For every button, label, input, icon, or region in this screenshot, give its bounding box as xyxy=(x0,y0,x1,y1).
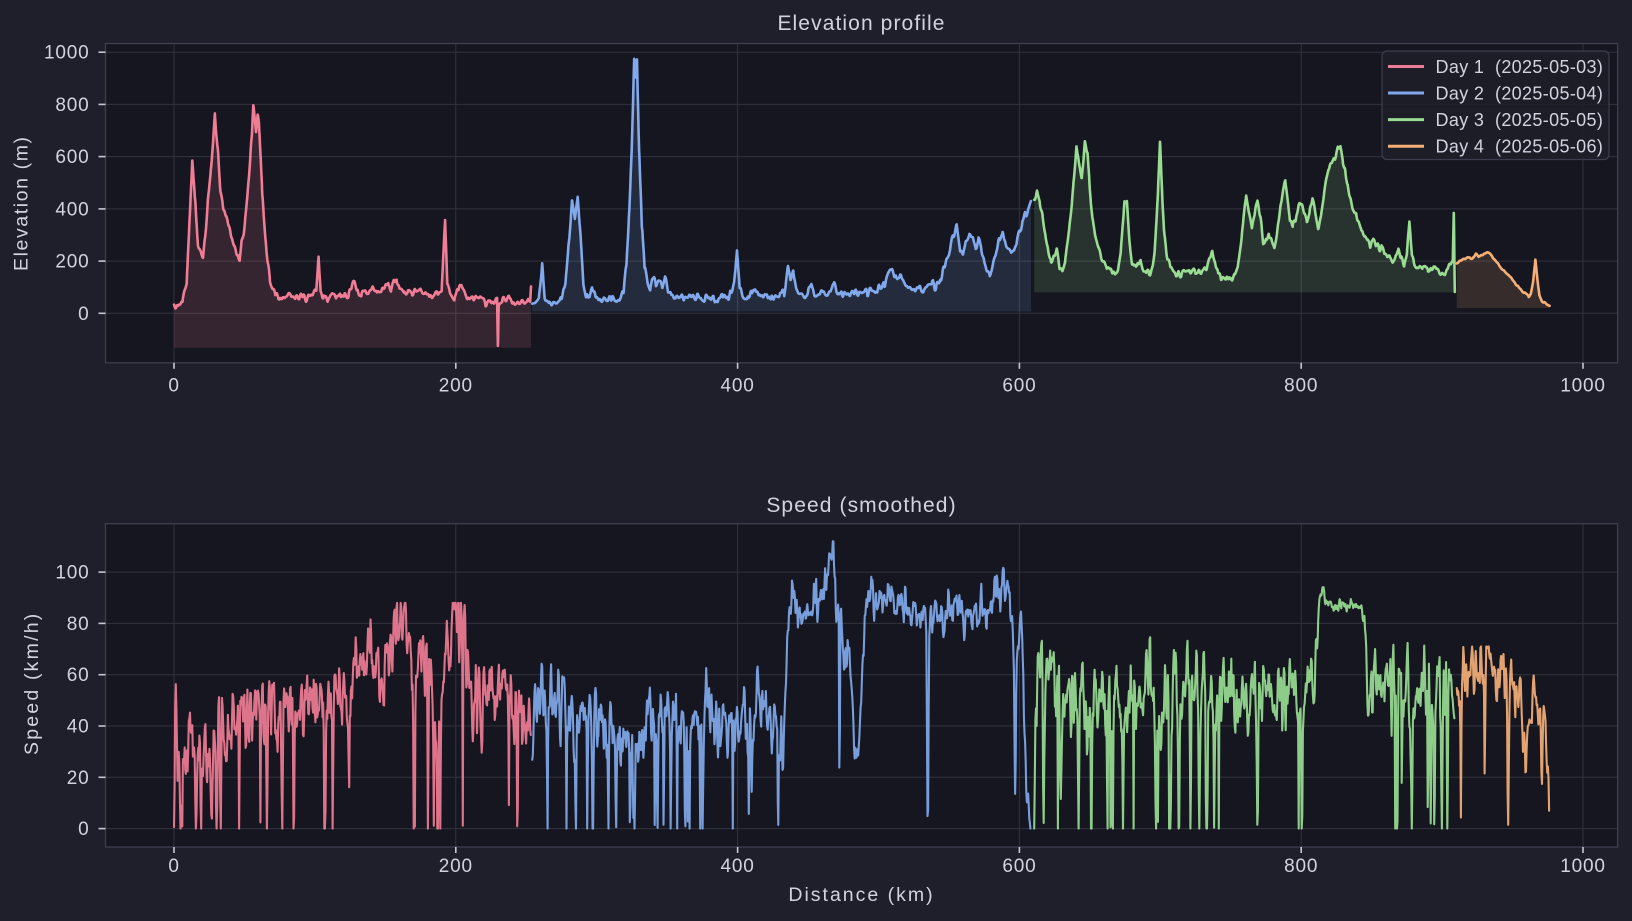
svg-text:200: 200 xyxy=(439,376,473,397)
svg-text:0: 0 xyxy=(168,376,179,397)
svg-text:600: 600 xyxy=(55,147,89,168)
svg-text:0: 0 xyxy=(168,856,179,877)
svg-text:Day 2 (2025-05-04): Day 2 (2025-05-04) xyxy=(1436,83,1604,103)
svg-text:1000: 1000 xyxy=(1560,376,1605,397)
svg-text:60: 60 xyxy=(67,665,90,686)
svg-text:0: 0 xyxy=(78,819,89,840)
svg-text:800: 800 xyxy=(1284,376,1318,397)
svg-text:800: 800 xyxy=(55,95,89,116)
svg-text:Speed (smoothed): Speed (smoothed) xyxy=(766,494,956,517)
svg-text:200: 200 xyxy=(439,856,473,877)
svg-text:Elevation (m): Elevation (m) xyxy=(11,135,33,271)
svg-text:1000: 1000 xyxy=(1560,856,1605,877)
svg-text:1000: 1000 xyxy=(44,43,89,64)
svg-text:600: 600 xyxy=(1002,856,1036,877)
svg-text:20: 20 xyxy=(67,768,90,789)
svg-text:40: 40 xyxy=(67,717,90,738)
svg-text:Day 3 (2025-05-05): Day 3 (2025-05-05) xyxy=(1436,110,1604,130)
svg-text:80: 80 xyxy=(67,614,90,635)
svg-text:Elevation profile: Elevation profile xyxy=(777,12,945,35)
svg-text:400: 400 xyxy=(721,856,755,877)
svg-text:100: 100 xyxy=(55,563,89,584)
svg-text:Day 4 (2025-05-06): Day 4 (2025-05-06) xyxy=(1436,136,1604,156)
svg-text:Distance (km): Distance (km) xyxy=(788,884,934,906)
svg-text:800: 800 xyxy=(1284,856,1318,877)
svg-text:Speed (km/h): Speed (km/h) xyxy=(21,612,43,755)
svg-text:200: 200 xyxy=(55,252,89,273)
svg-text:400: 400 xyxy=(55,199,89,220)
svg-text:0: 0 xyxy=(78,304,89,325)
svg-text:600: 600 xyxy=(1002,376,1036,397)
svg-text:Day 1 (2025-05-03): Day 1 (2025-05-03) xyxy=(1436,57,1604,77)
svg-text:400: 400 xyxy=(721,376,755,397)
